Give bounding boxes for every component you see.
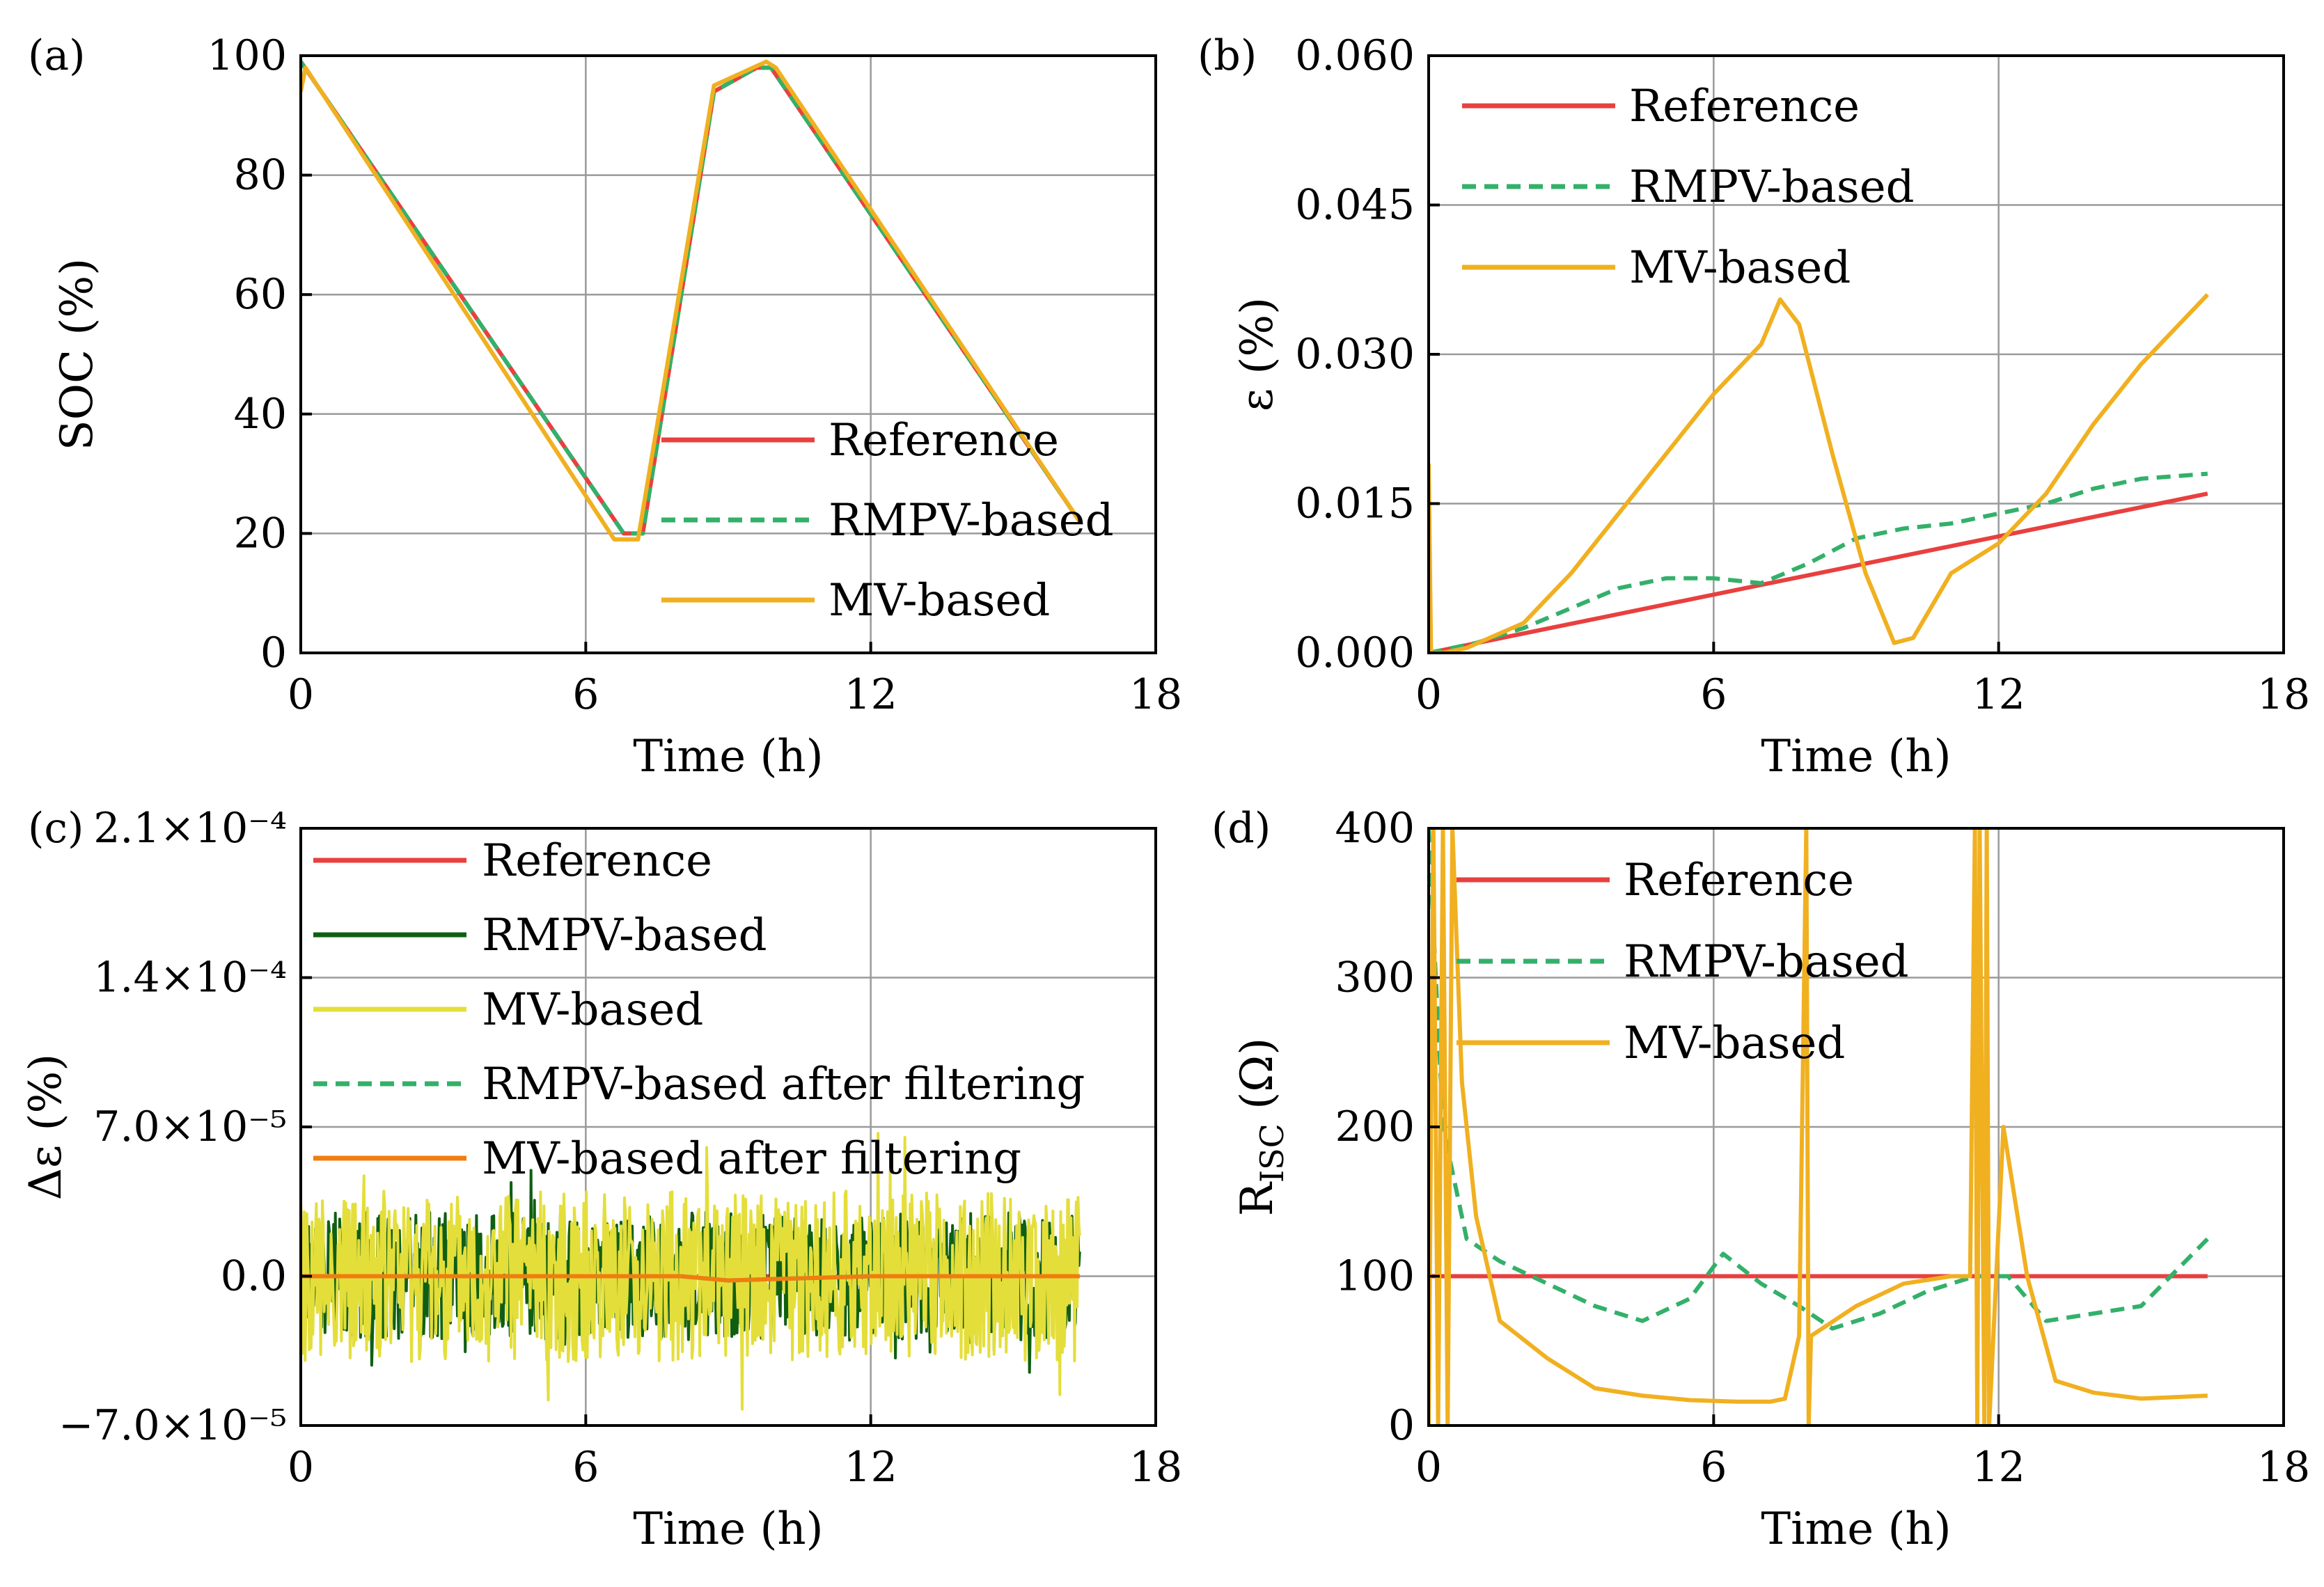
y-tick-label: 1.4×10⁻⁴: [93, 954, 287, 1002]
x-tick-label: 6: [1700, 1443, 1727, 1492]
y-tick-label: 60: [234, 270, 287, 319]
series-group: [301, 1132, 1081, 1411]
legend-label: MV-based: [1624, 1018, 1845, 1069]
x-tick-label: 12: [844, 670, 897, 719]
x-tick-label: 12: [1972, 1443, 2025, 1492]
x-tick-label: 6: [1700, 670, 1727, 719]
legend: Reference RMPV-based MV-based: [661, 415, 1114, 626]
legend-label: RMPV-based: [829, 495, 1114, 546]
y-tick-label: 7.0×10⁻⁵: [93, 1103, 287, 1151]
series-line-mv-based-after-filtering: [301, 1274, 1080, 1283]
legend-label: MV-based: [1629, 242, 1851, 294]
legend-label: MV-based: [829, 575, 1050, 626]
y-tick-label: 0.045: [1295, 181, 1415, 230]
x-axis-label: Time (h): [633, 1503, 823, 1555]
y-tick-label: 100: [1335, 1252, 1415, 1301]
y-tick-label: 0.060: [1295, 31, 1415, 80]
series-line-mv-based: [301, 59, 1082, 542]
y-tick-label: 0.000: [1295, 629, 1415, 677]
panel-label: (a): [28, 31, 86, 80]
series-group: [301, 59, 1082, 542]
y-tick-label: 400: [1335, 804, 1415, 853]
y-tick-label: 0: [1388, 1401, 1415, 1450]
y-axis-label: SOC (%): [52, 258, 103, 450]
series-group: [1429, 828, 2209, 1426]
y-tick-label: 0.015: [1295, 480, 1415, 528]
x-tick-label: 6: [572, 670, 599, 719]
x-tick-label: 18: [2257, 670, 2310, 719]
x-axis-label: Time (h): [633, 731, 823, 782]
x-axis-label: Time (h): [1761, 1503, 1951, 1555]
x-tick-label: 0: [288, 670, 314, 719]
panel-b: 0 6 12 18 0.000 0.015 0.030 0.045 0.060 (b) Time (…: [1198, 31, 2310, 782]
legend-label: RMPV-based: [1624, 936, 1909, 988]
y-tick-label: 300: [1335, 954, 1415, 1002]
y-tick-label: 20: [234, 509, 287, 558]
series-line-mv-based: [1429, 828, 2208, 1426]
y-tick-label: 200: [1335, 1103, 1415, 1151]
panel-label: (c): [28, 804, 84, 853]
y-tick-label: 40: [234, 390, 287, 439]
legend: Reference RMPV-based MV-based RMPV-based af…: [313, 835, 1085, 1185]
y-axis-label: RISC (Ω): [1232, 1038, 1291, 1216]
x-tick-label: 6: [572, 1443, 599, 1492]
legend-label: Reference: [829, 415, 1059, 466]
x-tick-label: 12: [844, 1443, 897, 1492]
panel-label: (b): [1198, 31, 1257, 80]
legend: Reference RMPV-based MV-based: [1462, 81, 1915, 294]
series-line-mv-based: [1429, 293, 2209, 653]
legend-label: MV-based after filtering: [482, 1133, 1021, 1185]
series-line-reference: [1429, 491, 2208, 653]
plot-frame: [299, 54, 1157, 654]
x-tick-label: 18: [1129, 1443, 1182, 1492]
panel-c: 0 6 12 18 −7.0×10⁻⁵ 0.0 7.0×10⁻⁵ 1.4×10⁻⁴ 2.1×10…: [20, 804, 1182, 1555]
legend-label: RMPV-based: [1629, 161, 1915, 213]
x-tick-label: 0: [1415, 670, 1442, 719]
y-tick-label: −7.0×10⁻⁵: [58, 1401, 287, 1450]
legend: Reference RMPV-based MV-based: [1457, 855, 1909, 1069]
x-tick-label: 12: [1972, 670, 2025, 719]
series-line-rmpv-based: [1429, 471, 2208, 653]
x-tick-label: 18: [1129, 670, 1182, 719]
y-axis-label: Δε (%): [20, 1054, 72, 1200]
legend-label: Reference: [1629, 81, 1860, 132]
x-tick-label: 0: [288, 1443, 314, 1492]
y-tick-label: 0.030: [1295, 330, 1415, 379]
series-group: [1429, 293, 2209, 653]
legend-label: Reference: [482, 835, 712, 887]
legend-label: RMPV-based after filtering: [482, 1059, 1085, 1110]
panel-label: (d): [1211, 804, 1271, 853]
y-axis-label: ε (%): [1232, 297, 1283, 411]
legend-label: RMPV-based: [482, 910, 767, 961]
x-tick-label: 0: [1415, 1443, 1442, 1492]
y-tick-label: 2.1×10⁻⁴: [93, 804, 287, 853]
y-tick-label: 100: [207, 31, 287, 80]
panel-a: 0 6 12 18 0 20 40 60 80 100 (a) Time (h) SOC (%) Refe…: [28, 31, 1182, 782]
y-tick-label: 80: [234, 151, 287, 200]
legend-label: Reference: [1624, 855, 1854, 906]
x-tick-label: 18: [2257, 1443, 2310, 1492]
y-tick-label: 0.0: [221, 1252, 287, 1301]
legend-label: MV-based: [482, 984, 703, 1036]
y-tick-label: 0: [260, 629, 287, 677]
x-axis-label: Time (h): [1761, 731, 1951, 782]
panel-d: 0 6 12 18 0 100 200 300 400 (d) Time (h) RISC (Ω) Re…: [1211, 804, 2310, 1555]
series-line-rmpv-based: [1429, 828, 2209, 1331]
